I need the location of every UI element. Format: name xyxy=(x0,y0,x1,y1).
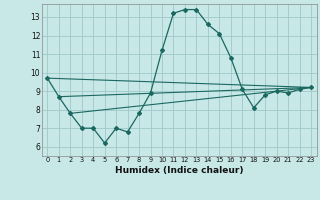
X-axis label: Humidex (Indice chaleur): Humidex (Indice chaleur) xyxy=(115,166,244,175)
